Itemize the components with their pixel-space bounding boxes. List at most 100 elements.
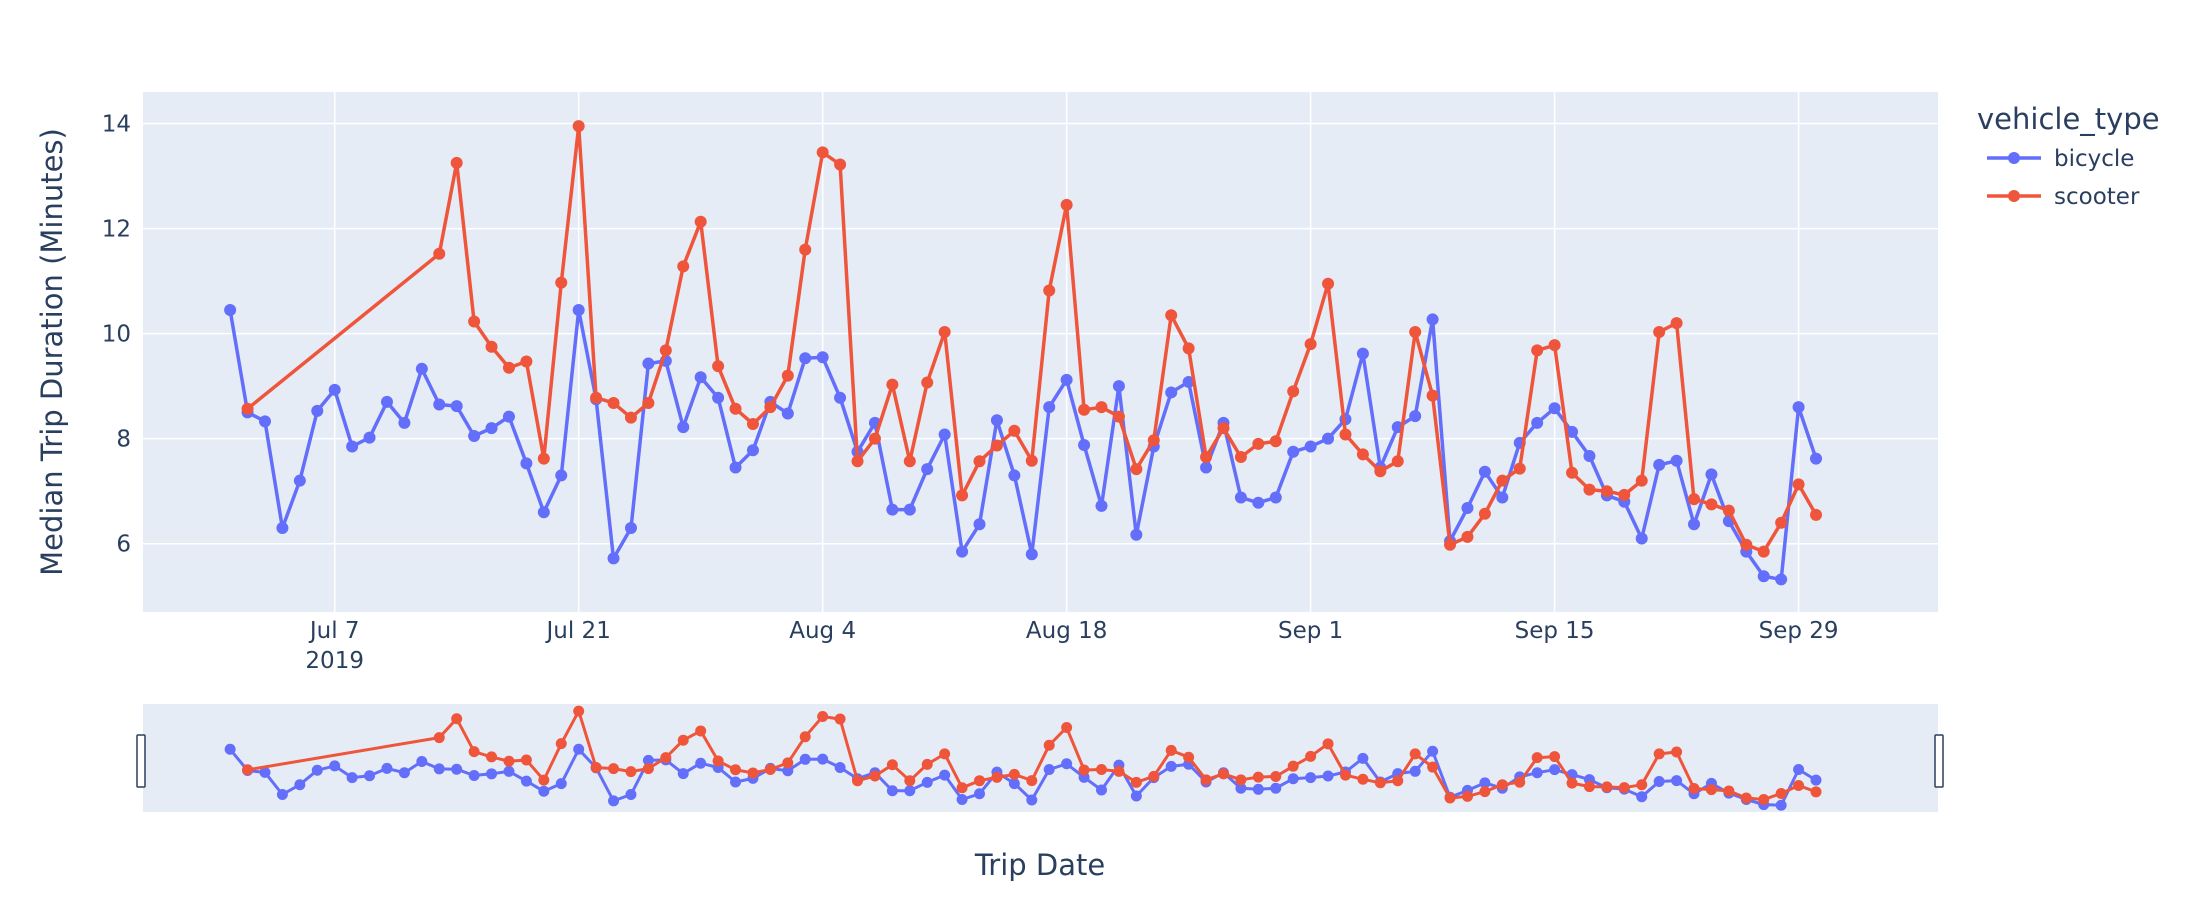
data-point-scooter[interactable]	[781, 369, 794, 382]
data-point-scooter[interactable]	[1165, 309, 1178, 322]
data-point-bicycle[interactable]	[485, 422, 498, 435]
data-point-bicycle[interactable]	[346, 440, 359, 453]
data-point-bicycle[interactable]	[293, 474, 306, 487]
data-point-scooter[interactable]	[1810, 508, 1823, 521]
data-point-scooter[interactable]	[816, 146, 829, 159]
data-point-bicycle[interactable]	[380, 395, 393, 408]
data-point-bicycle[interactable]	[468, 430, 481, 443]
data-point-bicycle[interactable]	[1688, 518, 1701, 531]
data-point-bicycle[interactable]	[956, 545, 969, 558]
data-point-bicycle[interactable]	[258, 415, 271, 428]
data-point-scooter[interactable]	[1583, 483, 1596, 496]
data-point-scooter[interactable]	[659, 344, 672, 357]
data-point-bicycle[interactable]	[816, 351, 829, 364]
data-point-bicycle[interactable]	[1078, 438, 1091, 451]
data-point-bicycle[interactable]	[1548, 402, 1561, 415]
data-point-bicycle[interactable]	[1653, 458, 1666, 471]
data-point-bicycle[interactable]	[1130, 528, 1143, 541]
data-point-scooter[interactable]	[973, 455, 986, 468]
data-point-bicycle[interactable]	[1635, 532, 1648, 545]
data-point-scooter[interactable]	[450, 156, 463, 169]
data-point-scooter[interactable]	[433, 247, 446, 260]
data-point-bicycle[interactable]	[398, 416, 411, 429]
data-point-scooter[interactable]	[1182, 342, 1195, 355]
data-point-bicycle[interactable]	[1252, 496, 1265, 509]
data-point-scooter[interactable]	[555, 276, 568, 289]
data-point-scooter[interactable]	[241, 402, 254, 415]
data-point-scooter[interactable]	[1635, 474, 1648, 487]
data-point-bicycle[interactable]	[520, 457, 533, 470]
data-point-scooter[interactable]	[1234, 451, 1247, 464]
data-point-scooter[interactable]	[607, 396, 620, 409]
data-point-scooter[interactable]	[1322, 277, 1335, 290]
data-point-bicycle[interactable]	[1095, 499, 1108, 512]
data-point-scooter[interactable]	[1600, 485, 1613, 498]
data-point-scooter[interactable]	[1722, 504, 1735, 517]
main-plot-traces[interactable]	[224, 120, 1823, 586]
data-point-scooter[interactable]	[921, 376, 934, 389]
data-point-bicycle[interactable]	[1792, 401, 1805, 414]
data-point-bicycle[interactable]	[224, 303, 237, 316]
data-point-scooter[interactable]	[1112, 410, 1125, 423]
data-point-bicycle[interactable]	[1060, 373, 1073, 386]
data-point-bicycle[interactable]	[1025, 548, 1038, 561]
data-point-bicycle[interactable]	[1583, 450, 1596, 462]
data-point-scooter[interactable]	[1339, 428, 1352, 441]
range-slider-right-handle[interactable]	[1934, 734, 1944, 788]
data-point-bicycle[interactable]	[415, 362, 428, 375]
data-point-bicycle[interactable]	[555, 469, 568, 482]
data-point-scooter[interactable]	[956, 489, 969, 502]
data-point-bicycle[interactable]	[433, 398, 446, 411]
data-point-scooter[interactable]	[1217, 422, 1230, 435]
data-point-scooter[interactable]	[1095, 401, 1108, 414]
data-point-bicycle[interactable]	[311, 404, 324, 417]
data-point-scooter[interactable]	[712, 360, 725, 373]
data-point-bicycle[interactable]	[1234, 491, 1247, 504]
data-point-scooter[interactable]	[764, 401, 777, 414]
data-point-scooter[interactable]	[1426, 389, 1439, 402]
data-point-bicycle[interactable]	[1775, 573, 1788, 586]
data-point-scooter[interactable]	[1653, 326, 1666, 339]
data-point-bicycle[interactable]	[886, 503, 899, 516]
data-point-bicycle[interactable]	[694, 371, 707, 384]
data-point-bicycle[interactable]	[1287, 445, 1300, 458]
data-point-scooter[interactable]	[1304, 338, 1317, 351]
data-point-bicycle[interactable]	[1165, 386, 1178, 399]
data-point-bicycle[interactable]	[799, 352, 812, 365]
data-point-bicycle[interactable]	[677, 421, 690, 434]
data-point-scooter[interactable]	[868, 432, 881, 445]
data-point-bicycle[interactable]	[990, 414, 1003, 427]
data-point-scooter[interactable]	[834, 158, 847, 171]
data-point-bicycle[interactable]	[607, 552, 620, 565]
data-point-scooter[interactable]	[1705, 498, 1718, 511]
data-point-scooter[interactable]	[1496, 474, 1509, 487]
data-point-bicycle[interactable]	[502, 410, 515, 423]
range-slider[interactable]	[136, 704, 1944, 812]
data-point-scooter[interactable]	[520, 355, 533, 368]
data-point-scooter[interactable]	[903, 455, 916, 468]
data-point-scooter[interactable]	[502, 361, 515, 374]
legend-item-scooter[interactable]: scooter	[1987, 184, 2140, 210]
data-point-scooter[interactable]	[1025, 454, 1038, 467]
data-point-bicycle[interactable]	[642, 357, 655, 370]
data-point-scooter[interactable]	[1269, 435, 1282, 448]
data-point-scooter[interactable]	[677, 260, 690, 273]
data-point-bicycle[interactable]	[921, 463, 934, 476]
data-point-bicycle[interactable]	[903, 503, 916, 516]
data-point-bicycle[interactable]	[938, 428, 951, 441]
data-point-bicycle[interactable]	[781, 407, 794, 420]
data-point-bicycle[interactable]	[834, 391, 847, 404]
data-point-scooter[interactable]	[537, 452, 550, 465]
data-point-scooter[interactable]	[1252, 437, 1265, 450]
data-point-bicycle[interactable]	[746, 444, 759, 457]
data-point-scooter[interactable]	[729, 402, 742, 415]
data-point-bicycle[interactable]	[1356, 347, 1369, 360]
range-slider-left-handle[interactable]	[136, 734, 146, 788]
data-point-scooter[interactable]	[938, 326, 951, 339]
data-point-bicycle[interactable]	[1810, 452, 1823, 465]
data-point-scooter[interactable]	[1513, 462, 1526, 475]
data-point-bicycle[interactable]	[1531, 416, 1544, 429]
data-point-scooter[interactable]	[851, 455, 864, 468]
data-point-bicycle[interactable]	[1008, 469, 1021, 482]
data-point-bicycle[interactable]	[537, 506, 550, 519]
